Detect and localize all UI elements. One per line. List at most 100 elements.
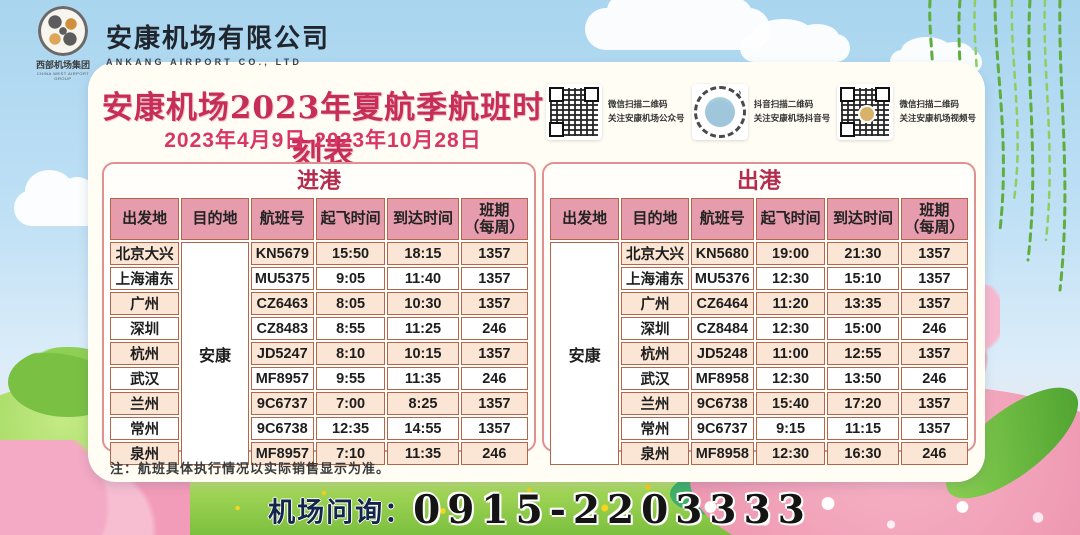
departure-time-cell: 12:35 xyxy=(315,417,386,440)
arrivals-table: 出发地 目的地 航班号 起飞时间 到达时间 班期 （每周） 北京大兴 安康 KN5679 15:… xyxy=(108,196,530,467)
destination-cell: 武汉 xyxy=(621,367,689,390)
departure-time-cell: 7:00 xyxy=(315,392,386,415)
column-header: 航班号 xyxy=(690,198,754,240)
qr-code-row: 微信扫描二维码 关注安康机场公众号 ♪ 抖音扫描二维码 关注安康机场抖音号 xyxy=(546,84,976,140)
airport-inquiry-line: 机场问询：0915-2203333 xyxy=(0,487,1080,533)
column-header: 班期 （每周） xyxy=(900,198,968,240)
origin-cell: 上海浦东 xyxy=(110,267,180,290)
flight-number-cell: MF8958 xyxy=(690,367,754,390)
table-row: 广州 CZ6464 11:20 13:35 1357 xyxy=(550,292,968,315)
flight-number-cell: CZ6463 xyxy=(250,292,314,315)
arrivals-panel: 进港 出发地 目的地 航班号 起飞时间 到达时间 班期 （每周） 北京大兴 安康 KN5679… xyxy=(102,162,536,465)
flight-number-cell: CZ8483 xyxy=(250,317,314,340)
arrival-time-cell: 11:15 xyxy=(827,417,899,440)
column-header: 起飞时间 xyxy=(755,198,826,240)
table-row: 深圳 CZ8483 8:55 11:25 246 xyxy=(110,317,528,340)
weekly-days-cell: 1357 xyxy=(460,242,528,265)
weekly-days-cell: 1357 xyxy=(460,342,528,365)
flight-number-cell: KN5679 xyxy=(250,242,314,265)
qr-label-line2: 关注安康机场公众号 xyxy=(608,113,685,123)
departure-time-cell: 15:50 xyxy=(315,242,386,265)
company-name-en: ANKANG AIRPORT CO., LTD xyxy=(106,57,303,67)
arrival-time-cell: 15:10 xyxy=(827,267,899,290)
flight-number-cell: 9C6738 xyxy=(690,392,754,415)
qr-finder xyxy=(549,87,564,102)
arrival-time-cell: 11:35 xyxy=(387,442,459,465)
airport-logo: 西部机场集团 CHINA WEST AIRPORT GROUP 安康机场有限公司… xyxy=(30,6,330,81)
weekly-days-cell: 246 xyxy=(460,442,528,465)
weekly-days-cell: 246 xyxy=(900,317,968,340)
qr-ring xyxy=(693,86,746,138)
departure-time-cell: 7:10 xyxy=(315,442,386,465)
wechat-official-qr-icon xyxy=(546,84,602,140)
arrival-time-cell: 15:00 xyxy=(827,317,899,340)
inquiry-label: 机场问询： xyxy=(268,497,414,528)
qr-item-douyin: ♪ 抖音扫描二维码 关注安康机场抖音号 xyxy=(691,84,831,140)
arrival-time-cell: 18:15 xyxy=(387,242,459,265)
qr-label-line1: 微信扫描二维码 xyxy=(899,99,959,110)
departure-time-cell: 12:30 xyxy=(755,317,826,340)
table-row: 北京大兴 安康 KN5679 15:50 18:15 1357 xyxy=(110,242,528,465)
disclaimer-note: 注：航班具体执行情况以实际销售显示为准。 xyxy=(110,461,391,476)
arrival-time-cell: 11:35 xyxy=(387,367,459,390)
origin-cell: 武汉 xyxy=(110,367,180,390)
departure-time-cell: 9:05 xyxy=(315,267,386,290)
flight-number-cell: MU5375 xyxy=(250,267,314,290)
arrival-time-cell: 8:25 xyxy=(387,392,459,415)
destination-cell: 兰州 xyxy=(621,392,689,415)
table-row: 泉州 MF8958 12:30 16:30 246 xyxy=(550,442,968,465)
table-row: 广州 CZ6463 8:05 10:30 1357 xyxy=(110,292,528,315)
airport-group-emblem-icon xyxy=(38,6,88,56)
qr-item-wechat-video: 微信扫描二维码 关注安康机场视频号 xyxy=(837,84,976,140)
weekly-days-cell: 1357 xyxy=(900,292,968,315)
departure-time-cell: 9:15 xyxy=(755,417,826,440)
company-name-cn: 安康机场有限公司 xyxy=(106,23,331,53)
departures-title: 出港 xyxy=(736,168,781,193)
table-row: 泉州 MF8957 7:10 11:35 246 xyxy=(110,442,528,465)
departure-time-cell: 15:40 xyxy=(755,392,826,415)
flight-number-cell: JD5248 xyxy=(690,342,754,365)
column-header: 出发地 xyxy=(110,198,180,240)
cloud-icon xyxy=(585,0,770,50)
origin-cell: 广州 xyxy=(110,292,180,315)
column-header: 到达时间 xyxy=(387,198,459,240)
table-row: 常州 9C6738 12:35 14:55 1357 xyxy=(110,417,528,440)
table-row: 上海浦东 MU5375 9:05 11:40 1357 xyxy=(110,267,528,290)
qr-label-line2: 关注安康机场抖音号 xyxy=(753,113,831,123)
flight-number-cell: 9C6737 xyxy=(690,417,754,440)
arrival-time-cell: 12:55 xyxy=(827,342,899,365)
qr-item-wechat-official: 微信扫描二维码 关注安康机场公众号 xyxy=(546,84,685,140)
arrival-time-cell: 14:55 xyxy=(387,417,459,440)
group-name-en: CHINA WEST AIRPORT GROUP xyxy=(36,71,90,81)
flight-number-cell: JD5247 xyxy=(250,342,314,365)
arrival-time-cell: 10:15 xyxy=(387,342,459,365)
weekly-days-cell: 246 xyxy=(900,442,968,465)
weekly-days-cell: 1357 xyxy=(900,417,968,440)
weekly-days-cell: 246 xyxy=(460,367,528,390)
qr-label: 微信扫描二维码 关注安康机场公众号 xyxy=(608,98,685,125)
table-row: 深圳 CZ8484 12:30 15:00 246 xyxy=(550,317,968,340)
qr-finder xyxy=(840,87,856,102)
destination-cell: 杭州 xyxy=(621,342,689,365)
table-row: 武汉 MF8957 9:55 11:35 246 xyxy=(110,367,528,390)
departure-time-cell: 9:55 xyxy=(315,367,386,390)
cloud-icon xyxy=(740,18,850,62)
departures-table: 出发地 目的地 航班号 起飞时间 到达时间 班期 （每周） 安康 北京大兴 KN5680 19:… xyxy=(548,196,970,467)
column-header: 起飞时间 xyxy=(315,198,386,240)
destination-cell: 泉州 xyxy=(621,442,689,465)
schedule-card: 安康机场2023年夏航季航班时刻表 2023年4月9日-2023年10月28日 … xyxy=(88,62,985,482)
destination-cell: 常州 xyxy=(621,417,689,440)
arrival-time-cell: 13:35 xyxy=(827,292,899,315)
flight-number-cell: CZ6464 xyxy=(690,292,754,315)
departure-time-cell: 12:30 xyxy=(755,367,826,390)
weekly-days-cell: 1357 xyxy=(460,267,528,290)
table-row: 安康 北京大兴 KN5680 19:00 21:30 1357 xyxy=(550,242,968,465)
destination-cell: 上海浦东 xyxy=(621,267,689,290)
qr-label: 抖音扫描二维码 关注安康机场抖音号 xyxy=(754,98,831,125)
table-row: 武汉 MF8958 12:30 13:50 246 xyxy=(550,367,968,390)
flight-number-cell: 9C6738 xyxy=(250,417,314,440)
destination-cell: 广州 xyxy=(621,292,689,315)
qr-label-line1: 微信扫描二维码 xyxy=(608,99,668,110)
qr-center-image xyxy=(704,97,735,127)
departure-time-cell: 8:55 xyxy=(315,317,386,340)
